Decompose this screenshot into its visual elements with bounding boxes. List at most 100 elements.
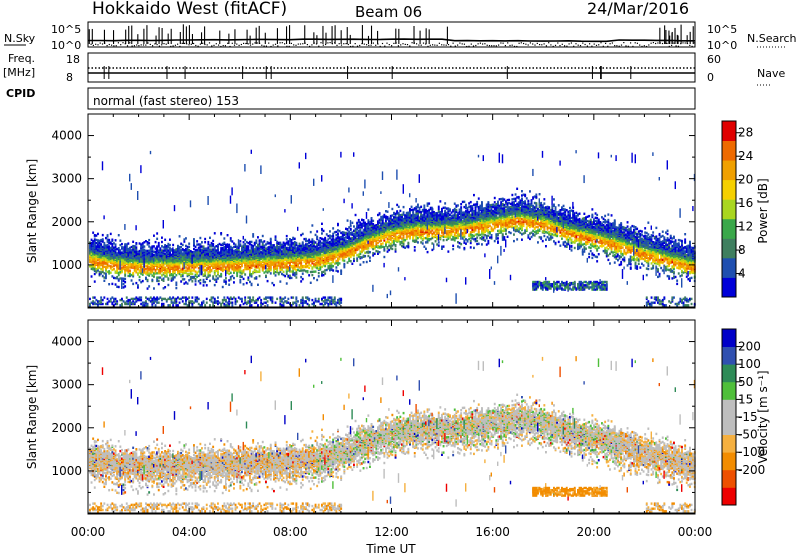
power-cell: [145, 240, 147, 243]
power-cell: [100, 271, 103, 274]
power-cell: [130, 302, 133, 306]
power-cell: [205, 284, 208, 287]
power-cell: [188, 242, 191, 245]
power-cell: [127, 274, 130, 278]
power-cell: [157, 244, 160, 247]
power-cell: [135, 281, 138, 285]
power-cell: [237, 248, 240, 252]
power-cell: [98, 241, 101, 245]
power-cell: [93, 296, 96, 299]
power-cell: [301, 232, 304, 236]
power-cell: [204, 241, 207, 244]
power-cell: [220, 232, 223, 235]
nsearch-point: [502, 42, 504, 44]
power-cell: [343, 198, 345, 204]
power-cell: [129, 246, 131, 250]
power-cell: [273, 244, 275, 247]
power-cell: [332, 227, 335, 230]
nsearch-point: [347, 43, 349, 46]
power-cell: [156, 296, 159, 299]
power-cell: [279, 280, 282, 283]
nsearch-point: [331, 43, 333, 45]
power-cell: [97, 304, 99, 307]
power-cell: [130, 263, 133, 266]
nsearch-point: [124, 43, 126, 45]
power-cell: [295, 296, 298, 299]
power-cell: [199, 278, 202, 282]
power-cell: [314, 270, 317, 273]
power-cell: [183, 240, 186, 243]
nsearch-point: [468, 45, 470, 47]
power-cell: [111, 260, 114, 263]
nsearch-point: [245, 42, 247, 45]
power-cell: [356, 259, 359, 262]
nsearch-point: [666, 42, 668, 44]
nsearch-point: [686, 42, 689, 45]
power-cell: [108, 260, 111, 263]
nsearch-point: [186, 43, 188, 45]
power-cell: [114, 263, 117, 267]
power-cell: [330, 296, 333, 299]
power-cell: [269, 272, 272, 275]
power-cell: [162, 220, 164, 229]
power-cell: [101, 256, 104, 259]
power-cell: [194, 245, 197, 248]
power-cell: [285, 238, 288, 241]
power-cell: [143, 258, 145, 268]
power-cell: [210, 268, 213, 272]
power-cell: [199, 265, 201, 276]
power-cell: [255, 301, 258, 304]
power-cell: [111, 245, 114, 248]
nsearch-point: [279, 42, 281, 44]
power-cell: [122, 254, 125, 258]
power-cell: [180, 280, 183, 283]
power-cell: [205, 297, 208, 301]
nsearch-point: [452, 42, 454, 44]
power-cell: [153, 301, 155, 304]
power-cell: [231, 240, 234, 243]
nsearch-point: [152, 45, 154, 47]
nsearch-point: [343, 43, 345, 45]
nsearch-point: [231, 42, 233, 44]
nsearch-point: [122, 42, 124, 44]
power-cell: [116, 264, 119, 267]
nsearch-point: [249, 44, 252, 46]
noise-frame: [87, 21, 696, 48]
power-cell: [202, 284, 205, 287]
nsearch-point: [92, 44, 94, 46]
power-cell: [162, 277, 165, 280]
power-cell: [194, 283, 197, 286]
power-cell: [351, 203, 353, 209]
nave-label: Nave: [757, 67, 785, 80]
power-cell: [381, 171, 384, 180]
power-cell: [114, 297, 117, 301]
power-cell: [130, 279, 133, 282]
nsearch-point: [500, 42, 502, 44]
power-cell: [116, 285, 119, 288]
power-cell: [90, 267, 93, 271]
nsearch-point: [368, 44, 370, 46]
power-cell: [153, 272, 155, 275]
power-cell: [250, 282, 253, 286]
power-cell: [137, 266, 139, 270]
nsearch-point: [614, 45, 616, 47]
power-cell: [111, 296, 114, 299]
power-cell: [197, 297, 200, 301]
nsearch-point: [268, 42, 270, 44]
power-cell: [153, 245, 155, 248]
nsearch-point: [447, 44, 450, 46]
nsearch-point: [657, 42, 659, 44]
power-cell: [159, 276, 162, 279]
power-cell: [138, 264, 141, 268]
power-cell: [249, 268, 251, 272]
power-cell: [169, 238, 171, 241]
power-cell: [340, 297, 343, 301]
power-cell: [250, 304, 253, 307]
power-cell: [378, 251, 381, 254]
power-cell: [125, 296, 128, 299]
power-cell: [234, 297, 237, 301]
power-cell: [209, 304, 211, 307]
nsearch-point: [400, 44, 402, 46]
nsearch-point: [147, 42, 149, 44]
